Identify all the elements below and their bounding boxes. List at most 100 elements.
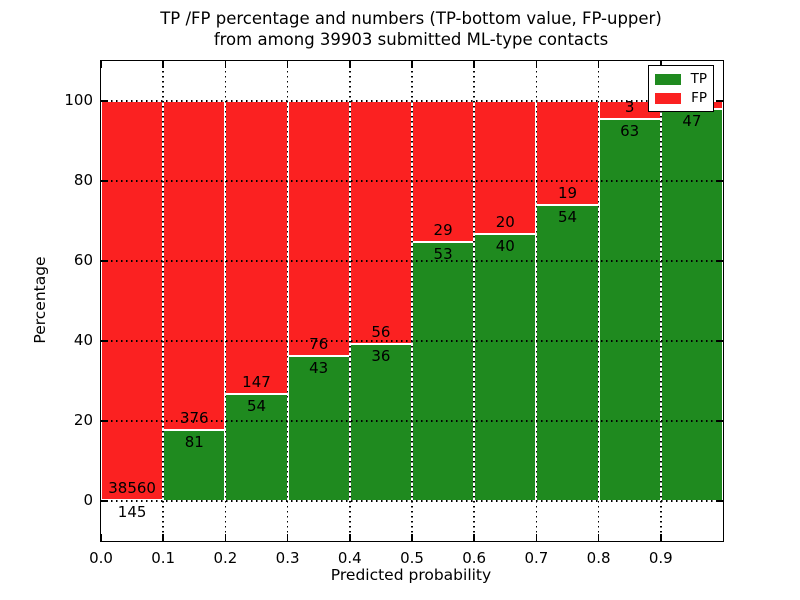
tp-count-label: 47 — [682, 112, 702, 131]
fp-count-label: 376 — [179, 409, 209, 428]
x-tick-mark — [349, 534, 351, 541]
bar-segment-tp — [474, 234, 537, 501]
bar-segment-fp — [349, 101, 412, 345]
chart-title-line1: TP /FP percentage and numbers (TP-bottom… — [160, 9, 662, 28]
fp-count-label: 147 — [242, 372, 271, 391]
x-tick-mark — [286, 534, 289, 541]
gridline-horizontal — [101, 100, 723, 102]
gridline-vertical — [286, 61, 289, 541]
x-tick-label: 0.0 — [89, 549, 113, 567]
x-tick-label: 0.9 — [648, 549, 673, 567]
fp-count-label: 38560 — [108, 478, 156, 497]
chart-title: TP /FP percentage and numbers (TP-bottom… — [100, 8, 722, 50]
tp-count-label: 145 — [117, 502, 147, 521]
bar-segment-fp — [101, 101, 164, 500]
y-tick-mark — [101, 260, 108, 262]
x-tick-label: 0.1 — [151, 549, 176, 567]
tp-count-label: 54 — [557, 208, 578, 227]
fp-count-label: 3 — [624, 98, 635, 117]
bar-segment-tp — [349, 344, 412, 501]
x-tick-mark-top — [535, 61, 538, 68]
gridline-vertical — [224, 61, 227, 541]
y-tick-mark — [101, 180, 108, 182]
y-tick-mark — [101, 100, 108, 102]
gridline-vertical — [660, 61, 662, 541]
x-tick-label: 0.5 — [400, 549, 424, 567]
fp-count-label: 56 — [371, 323, 391, 342]
y-tick-mark — [101, 500, 108, 502]
y-tick-label: 100 — [64, 91, 93, 109]
y-tick-label: 20 — [73, 411, 93, 429]
y-tick-mark-right — [716, 420, 723, 422]
x-tick-mark-top — [597, 61, 600, 68]
gridline-horizontal — [101, 260, 723, 262]
x-tick-label: 0.4 — [337, 549, 362, 567]
tp-legend-swatch-icon — [655, 73, 681, 85]
x-tick-mark-top — [162, 61, 164, 68]
gridline-vertical — [162, 61, 164, 541]
gridline-vertical — [411, 61, 413, 541]
plot-area: 0.0 0.1 0.2 0.3 0.4 0.5 0.6 0.7 0.8 0.9 0 20 40 60 80 1… — [64, 60, 724, 567]
x-tick-mark-top — [660, 61, 662, 68]
x-tick-mark — [597, 534, 600, 541]
tp-count-label: 43 — [309, 359, 329, 378]
x-tick-mark-top — [411, 61, 413, 68]
fp-count-label: 20 — [495, 213, 515, 232]
gridline-horizontal — [101, 340, 723, 342]
x-tick-mark-top — [224, 61, 227, 68]
x-tick-mark — [411, 534, 413, 541]
legend-item-tp: TP — [655, 71, 707, 87]
y-tick-mark — [101, 340, 108, 342]
x-tick-mark-top — [286, 61, 289, 68]
legend-item-fp: FP — [655, 90, 707, 106]
gridline-vertical — [473, 61, 475, 541]
y-axis-label: Percentage — [31, 256, 49, 344]
tp-count-label: 81 — [184, 433, 204, 452]
x-tick-label: 0.2 — [213, 549, 238, 567]
bar-segment-tp — [412, 242, 475, 501]
fp-count-label: 19 — [557, 184, 578, 203]
fp-count-label: 29 — [433, 221, 453, 240]
gridline-vertical — [349, 61, 351, 541]
y-tick-mark-right — [716, 260, 723, 262]
x-tick-mark-top — [473, 61, 475, 68]
x-tick-mark — [224, 534, 227, 541]
tp-count-label: 63 — [620, 122, 640, 141]
tp-count-label: 54 — [246, 396, 267, 415]
x-tick-label: 0.3 — [275, 549, 300, 567]
x-tick-label: 0.6 — [462, 549, 487, 567]
y-tick-label: 80 — [73, 171, 93, 189]
y-tick-mark-right — [716, 100, 723, 102]
chart-title-line2: from among 39903 submitted ML-type conta… — [213, 30, 609, 49]
fp-legend-label: FP — [691, 90, 707, 106]
y-tick-label: 60 — [73, 251, 93, 269]
x-tick-mark-top — [100, 61, 102, 68]
y-tick-label: 40 — [73, 331, 93, 349]
y-tick-mark-right — [716, 500, 723, 502]
legend: TP FP — [648, 65, 714, 112]
x-tick-mark — [660, 534, 662, 541]
x-tick-mark — [535, 534, 538, 541]
gridline-horizontal — [101, 180, 723, 182]
tp-count-label: 40 — [495, 237, 515, 256]
tp-count-label: 36 — [371, 347, 391, 366]
bar-segment-fp — [412, 101, 475, 243]
x-tick-mark — [473, 534, 475, 541]
bar-segment-tp — [660, 109, 723, 501]
y-tick-mark — [101, 420, 108, 422]
bar-segment-fp — [287, 101, 350, 357]
x-tick-label: 0.8 — [586, 549, 611, 567]
bar-segment-fp — [536, 101, 599, 206]
gridline-vertical — [535, 61, 538, 541]
tp-count-label: 53 — [433, 245, 453, 264]
x-tick-label: 0.7 — [524, 549, 549, 567]
y-tick-label: 0 — [83, 491, 93, 509]
gridline-vertical — [597, 61, 600, 541]
gridline-horizontal — [101, 420, 723, 422]
tp-legend-label: TP — [690, 71, 707, 87]
y-tick-mark-right — [716, 340, 723, 342]
gridline-horizontal — [101, 500, 723, 502]
x-tick-mark — [100, 534, 102, 541]
fp-count-label: 76 — [309, 335, 329, 354]
